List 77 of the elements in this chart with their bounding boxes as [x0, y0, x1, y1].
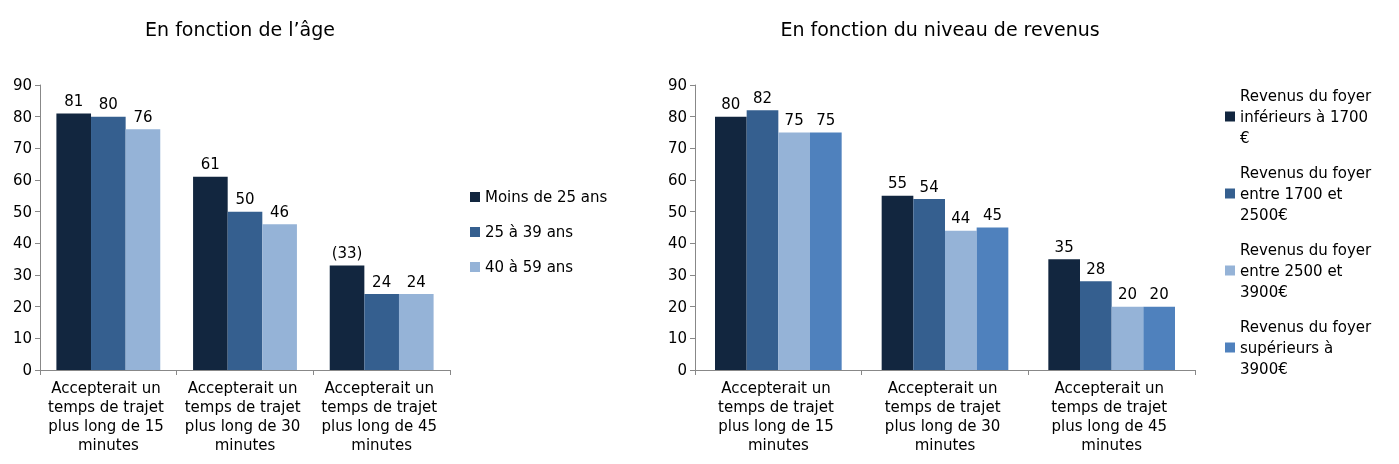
data-label: 54	[919, 177, 939, 196]
y-tick-label: 60	[667, 171, 687, 189]
data-label: 61	[200, 155, 220, 174]
data-label: 45	[982, 206, 1003, 224]
data-label: 82	[752, 88, 773, 107]
x-tick-label: Accepterait un temps de trajet plus long de 30 minutes	[884, 378, 1006, 454]
data-label: 44	[951, 209, 971, 228]
x-tick-label: Accepterait un temps de trajet plus long de 45 minutes	[1051, 378, 1172, 454]
legend-label: Revenus du foyer entre 2500 et 3900€	[1240, 240, 1376, 301]
y-tick-label: 70	[12, 139, 32, 158]
y-tick-label: 90	[12, 76, 32, 94]
x-tick-label: Accepterait un temps de trajet plus long de 30 minutes	[184, 378, 306, 454]
bar	[1143, 306, 1175, 370]
bar	[810, 132, 842, 370]
legend-label: Revenus du foyer inférieurs à 1700€	[1240, 86, 1376, 147]
bar	[945, 230, 977, 370]
y-tick-label: 20	[12, 297, 32, 316]
y-tick-label: 40	[12, 234, 32, 253]
y-tick-label: 10	[667, 329, 687, 348]
legend-label: 25 à 39 ans	[485, 223, 574, 241]
y-tick-label: 50	[12, 202, 32, 221]
y-tick-label: 10	[12, 329, 32, 348]
data-label: 80	[721, 95, 741, 114]
chart-title: En fonction du niveau de revenus	[780, 17, 1100, 40]
x-tick-label: Accepterait un temps de trajet plus long de 15 minutes	[718, 378, 839, 454]
bar	[976, 227, 1009, 370]
y-tick-label: 80	[667, 107, 687, 126]
legend-label: Revenus du foyer entre 1700 et 2500€	[1240, 163, 1376, 224]
data-label: (33)	[331, 244, 363, 262]
bar	[193, 176, 228, 370]
y-tick-label: 50	[667, 202, 687, 221]
data-label: 46	[270, 202, 290, 221]
y-tick-label: 90	[667, 76, 687, 94]
bar	[329, 265, 365, 370]
data-label: 20	[1149, 285, 1169, 304]
legend-label: Moins de 25 ans	[485, 188, 608, 206]
bar	[262, 224, 297, 370]
y-tick-label: 40	[667, 234, 687, 253]
bar	[778, 132, 810, 370]
y-tick-label: 0	[677, 361, 687, 379]
data-label: 20	[1117, 285, 1138, 304]
data-label: 75	[816, 111, 836, 129]
y-tick-label: 20	[667, 297, 687, 316]
data-label: 81	[64, 92, 84, 110]
x-tick-label: Accepterait un temps de trajet plus long de 15 minutes	[48, 378, 169, 454]
data-label: 75	[784, 111, 804, 129]
data-label: 24	[372, 272, 392, 291]
bar	[881, 195, 914, 370]
chart-title: En fonction de l’âge	[145, 17, 335, 40]
y-tick-label: 30	[667, 266, 687, 284]
data-label: 76	[133, 107, 153, 126]
bar	[1048, 259, 1080, 370]
bar	[398, 294, 434, 370]
bar	[364, 294, 399, 370]
y-tick-label: 60	[12, 171, 32, 189]
y-tick-label: 30	[12, 266, 32, 284]
data-label: 24	[406, 272, 426, 291]
y-tick-label: 70	[667, 139, 687, 158]
bar	[746, 110, 779, 370]
data-label: 80	[98, 95, 118, 114]
y-tick-label: 80	[12, 107, 32, 126]
data-label: 50	[235, 190, 255, 209]
bar	[56, 113, 92, 370]
data-label: 55	[887, 174, 908, 193]
bar	[715, 116, 747, 370]
bar	[91, 116, 126, 370]
bar	[1111, 306, 1144, 370]
bar	[125, 129, 161, 370]
data-label: 35	[1054, 237, 1074, 256]
x-tick-label: Accepterait un temps de trajet plus long de 45 minutes	[321, 378, 442, 454]
bar	[227, 211, 263, 370]
bar	[1080, 281, 1112, 370]
y-tick-label: 0	[22, 361, 32, 379]
data-label: 28	[1086, 259, 1106, 278]
legend-label: Revenus du foyer supérieurs à 3900€	[1240, 317, 1376, 378]
legend-label: 40 à 59 ans	[485, 258, 574, 276]
bar	[913, 199, 945, 370]
